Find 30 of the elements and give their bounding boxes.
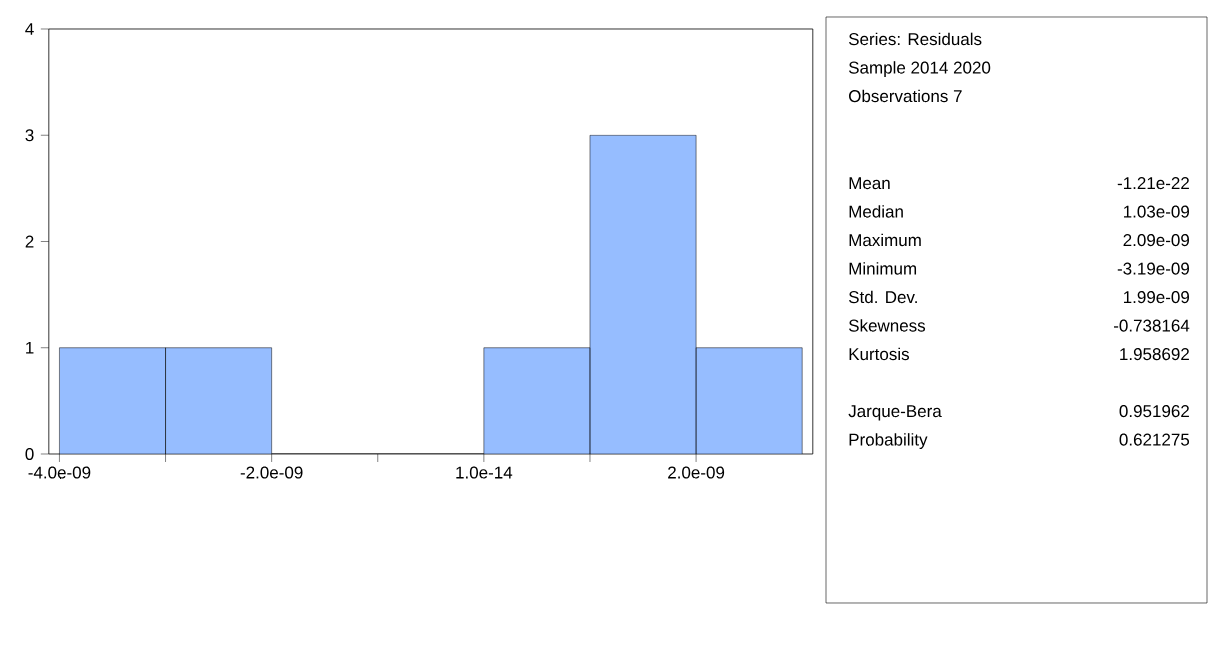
y-tick-label: 4 <box>25 23 34 35</box>
text: 1.958692 <box>1120 348 1189 361</box>
text: 1.99e-09 <box>1123 291 1189 304</box>
text: 2.09e-09 <box>1123 234 1189 247</box>
x-tick-label: -4.0e-09 <box>28 466 91 479</box>
x-tick-label: 1.0e-14 <box>456 466 513 479</box>
text: Maximum <box>849 233 921 247</box>
text: Jarque-Bera <box>848 405 942 421</box>
text: Probability <box>849 433 928 450</box>
text: Mean <box>849 177 890 190</box>
text: Minimum <box>849 262 917 275</box>
text: -1.21e-22 <box>1117 177 1189 190</box>
y-tick-label: 1 <box>26 341 34 354</box>
x-tick-label: 2.0e-09 <box>668 466 725 479</box>
text: Series: Residuals <box>848 32 982 46</box>
x-tick-label: -2.0e-09 <box>240 466 303 479</box>
text: 0.951962 <box>1119 405 1189 418</box>
text: -3.19e-09 <box>1117 262 1189 275</box>
text: Skewness <box>848 319 926 332</box>
text: -0.738164 <box>1113 319 1190 332</box>
text: 0.621275 <box>1119 433 1190 446</box>
text: Observations 7 <box>849 89 962 103</box>
y-tick-label: 2 <box>25 235 34 248</box>
text: Median <box>849 205 903 218</box>
y-tick-label: 3 <box>25 129 34 142</box>
y-tick-label: 0 <box>25 447 34 461</box>
text: 1.03e-09 <box>1123 205 1189 218</box>
text: Std. Dev. <box>848 290 917 304</box>
text: Sample 2014 2020 <box>848 61 991 78</box>
text: Kurtosis <box>849 347 909 361</box>
